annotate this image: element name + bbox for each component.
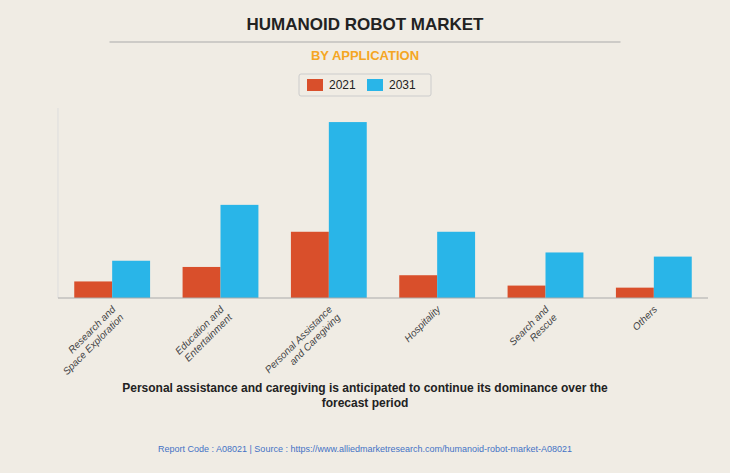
- legend-label: 2031: [389, 78, 416, 92]
- legend-swatch: [307, 79, 323, 91]
- legend: 2021 2031: [299, 74, 431, 96]
- x-tick-label: Personal Assistanceand Caregiving: [263, 303, 343, 383]
- text-line: Report Code : A08021 | Source : https://…: [158, 444, 572, 454]
- bar: [399, 275, 437, 298]
- legend-frame: [299, 74, 431, 96]
- bar: [329, 122, 367, 298]
- bar: [508, 286, 546, 298]
- text-line: forecast period: [322, 396, 409, 410]
- bar: [291, 232, 329, 298]
- title-rule: [110, 42, 621, 43]
- x-tick-label: Search andRescue: [507, 303, 559, 355]
- text-line: Space Exploration: [61, 311, 126, 376]
- bar: [112, 261, 150, 298]
- text-line: and Caregiving: [287, 311, 343, 367]
- text-line: Personal Assistance: [263, 303, 335, 375]
- background: [0, 0, 730, 473]
- footnote: Personal assistance and caregiving is an…: [122, 381, 608, 410]
- bar: [616, 288, 654, 298]
- bar: [221, 205, 259, 298]
- title: HUMANOID ROBOT MARKET: [246, 15, 484, 34]
- legend-label: 2021: [329, 78, 356, 92]
- x-tick-label: Research andSpace Exploration: [52, 303, 126, 377]
- bar: [183, 267, 221, 298]
- chart: HUMANOID ROBOT MARKET BY APPLICATION Resea…: [0, 0, 730, 473]
- x-tick-label: Hospitality: [402, 303, 443, 344]
- bar: [654, 257, 692, 298]
- text-line: Entertainment: [182, 311, 235, 364]
- text-line: Rescue: [527, 311, 559, 343]
- source: Report Code : A08021 | Source : https://…: [158, 444, 572, 454]
- bar: [437, 232, 475, 298]
- legend-swatch: [367, 79, 383, 91]
- x-tick-label: Education andEntertainment: [173, 303, 235, 365]
- y-axis-line: [58, 108, 59, 298]
- x-tick-label: Others: [630, 304, 659, 333]
- text-line: Hospitality: [402, 303, 443, 344]
- bars: [74, 122, 692, 298]
- x-axis-line: [58, 298, 708, 299]
- text-line: Others: [630, 304, 659, 333]
- subtitle: BY APPLICATION: [311, 48, 419, 63]
- text-line: Personal assistance and caregiving is an…: [122, 381, 608, 395]
- bar: [74, 281, 112, 298]
- bar: [546, 252, 584, 298]
